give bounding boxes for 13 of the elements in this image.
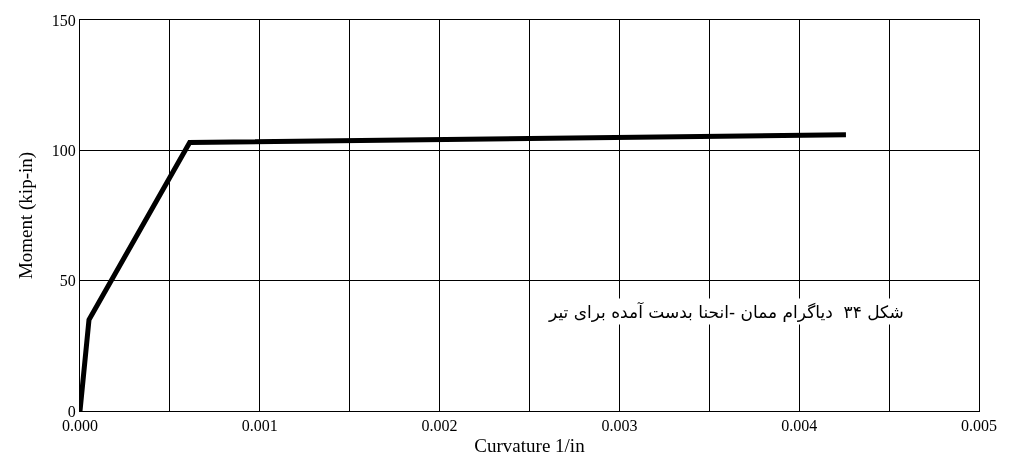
y-tick-label: 50 (59, 272, 76, 290)
x-tick-label: 0.002 (421, 417, 458, 435)
x-tick-label: 0.004 (781, 417, 818, 435)
y-tick-label: 100 (51, 141, 76, 159)
y-axis-title: Moment (kip-in) (15, 151, 37, 280)
annotation: شکل ۳۴ دیاگرام ممان -انحنا بدست آمده برای تیر (548, 301, 904, 322)
y-tick-label: 0 (67, 402, 76, 420)
x-tick-label: 0.003 (601, 417, 638, 435)
x-tick-label: 0.005 (961, 417, 997, 435)
y-tick-label: 150 (51, 11, 76, 29)
x-tick-label: 0.001 (241, 417, 278, 435)
x-axis-title: Curvature 1/in (474, 435, 586, 456)
x-tick-label: 0.000 (62, 417, 98, 435)
